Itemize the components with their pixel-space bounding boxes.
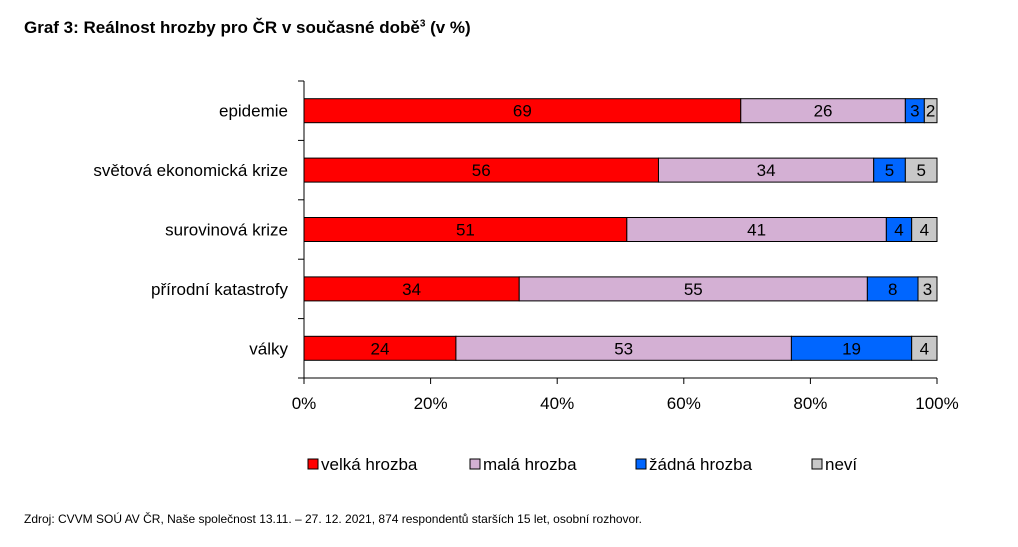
legend-label: velká hrozba	[321, 455, 418, 474]
bar-segment	[911, 335, 938, 361]
data-label: 3	[910, 102, 919, 121]
bar-segment	[455, 335, 792, 361]
data-label: 3	[923, 280, 932, 299]
bar-segment	[923, 98, 938, 124]
data-label: 26	[814, 102, 833, 121]
bar-segment	[303, 157, 659, 183]
data-label: 8	[888, 280, 897, 299]
chart-title-suffix: (v %)	[425, 18, 471, 37]
bar-segment	[303, 276, 520, 302]
x-tick-label: 0%	[292, 394, 317, 413]
legend-label: žádná hrozba	[649, 455, 753, 474]
bar-segment	[873, 157, 906, 183]
x-tick-label: 80%	[793, 394, 827, 413]
data-label: 2	[926, 102, 935, 121]
legend-swatch	[635, 458, 647, 470]
category-label: surovinová krize	[165, 221, 288, 240]
category-label: epidemie	[219, 102, 288, 121]
legend-swatch	[811, 458, 823, 470]
data-label: 4	[920, 339, 929, 358]
bar-segment	[303, 98, 742, 124]
bar-segment	[790, 335, 913, 361]
category-label: přírodní katastrofy	[151, 280, 289, 299]
data-label: 69	[513, 102, 532, 121]
data-label: 5	[916, 161, 925, 180]
data-label: 4	[894, 221, 903, 240]
x-tick-label: 40%	[540, 394, 574, 413]
data-label: 51	[456, 221, 475, 240]
x-tick-label: 60%	[667, 394, 701, 413]
data-label: 34	[402, 280, 421, 299]
bar-segment	[911, 217, 938, 242]
chart-source-note: Zdroj: CVVM SOÚ AV ČR, Naše společnost 1…	[24, 512, 642, 526]
data-label: 56	[472, 161, 491, 180]
chart-title-main: Graf 3: Reálnost hrozby pro ČR v současn…	[24, 18, 420, 37]
legend-swatch	[469, 458, 481, 470]
chart-title-footnote-mark: 3	[419, 18, 426, 30]
data-label: 34	[757, 161, 776, 180]
legend-label: malá hrozba	[483, 455, 577, 474]
legend-swatch	[307, 458, 319, 470]
data-label: 24	[370, 339, 389, 358]
data-label: 41	[747, 221, 766, 240]
category-label: světová ekonomická krize	[93, 161, 288, 180]
bar-segment	[303, 335, 457, 361]
chart-title: Graf 3: Reálnost hrozby pro ČR v současn…	[24, 18, 471, 38]
bar-segment	[904, 157, 938, 183]
bar-segment	[740, 98, 906, 124]
data-label: 5	[885, 161, 894, 180]
bar-segment	[518, 276, 868, 302]
legend-label: neví	[825, 455, 857, 474]
bar-segment	[917, 276, 938, 302]
bar-segment	[885, 217, 913, 242]
x-tick-label: 20%	[414, 394, 448, 413]
bar-segment	[303, 217, 628, 242]
data-label: 4	[920, 221, 929, 240]
x-tick-label: 100%	[915, 394, 958, 413]
data-label: 55	[684, 280, 703, 299]
category-label: války	[249, 339, 288, 358]
bar-segment	[657, 157, 875, 183]
data-label: 53	[614, 339, 633, 358]
data-label: 19	[842, 339, 861, 358]
